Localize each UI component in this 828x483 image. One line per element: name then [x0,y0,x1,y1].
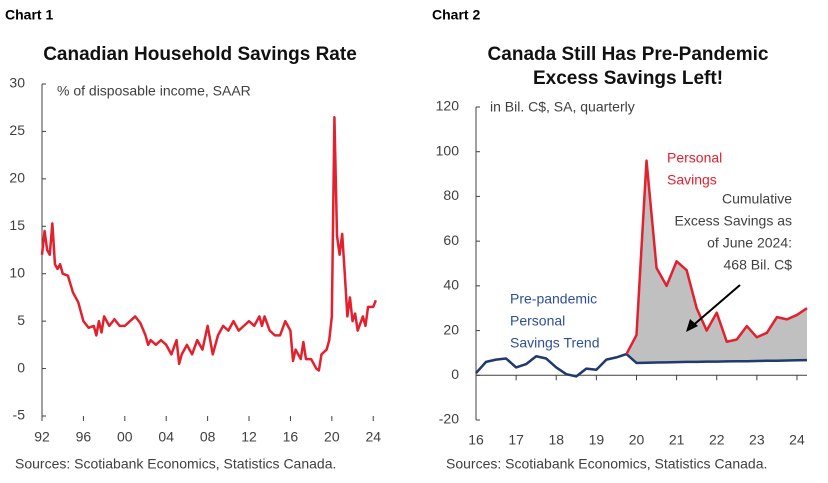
y-tick-label: 20 [9,170,25,186]
series-line [40,115,377,372]
x-tick-label: 23 [749,432,765,448]
x-tick-label: 08 [200,429,216,445]
annotation: 468 Bil. C$ [724,257,793,273]
y-tick-label: 15 [9,217,25,233]
annotation: Savings [667,172,717,188]
y-tick-label: 80 [443,187,459,203]
x-tick-label: 21 [669,432,685,448]
subtitle: % of disposable income, SAAR [57,83,251,99]
x-tick-label: 92 [34,429,50,445]
x-tick-label: 19 [589,432,605,448]
x-tick-label: 16 [283,429,299,445]
chart-title: Canada Still Has Pre-Pandemic [488,44,769,65]
x-tick-label: 20 [629,432,645,448]
source: Sources: Scotiabank Economics, Statistic… [446,456,767,472]
x-tick-label: 00 [117,429,133,445]
annotation: Personal [510,313,565,329]
arrow [689,284,741,329]
chart-label: Chart 2 [432,7,480,23]
source: Sources: Scotiabank Economics, Statistic… [15,456,336,472]
series-line [625,159,808,355]
arrow-head [686,319,698,332]
excess-area [626,160,807,363]
y-tick-label: -20 [439,411,459,427]
x-tick-label: 22 [709,432,725,448]
x-tick-label: 20 [324,429,340,445]
x-tick-label: 12 [241,429,257,445]
y-tick-label: 120 [436,98,460,114]
annotation: Pre-pandemic [510,291,597,307]
y-tick-label: 0 [451,366,459,382]
y-tick-label: 5 [17,312,25,328]
chart-title: Canadian Household Savings Rate [43,44,357,65]
series-line [475,352,808,378]
x-tick-label: 24 [789,432,805,448]
annotation: Savings Trend [510,335,600,351]
y-tick-label: 20 [443,321,459,337]
y-tick-label: 100 [436,142,460,158]
subtitle: in Bil. C$, SA, quarterly [490,99,635,115]
x-tick-label: 04 [158,429,174,445]
x-tick-label: 18 [548,432,564,448]
annotation: Cumulative [722,191,792,207]
annotation: Excess Savings as [675,213,793,229]
y-tick-label: 30 [9,75,25,91]
chart-label: Chart 1 [5,7,53,23]
x-tick-label: 16 [468,432,484,448]
y-tick-label: -5 [13,407,26,423]
x-tick-label: 24 [365,429,381,445]
annotation: Personal [667,150,722,166]
y-tick-label: 25 [9,122,25,138]
x-tick-label: 96 [76,429,92,445]
y-tick-label: 40 [443,277,459,293]
chart-title: Excess Savings Left! [533,68,723,89]
y-tick-label: 0 [17,359,25,375]
y-tick-label: 60 [443,232,459,248]
x-tick-label: 17 [508,432,524,448]
annotation: of June 2024: [707,235,792,251]
y-tick-label: 10 [9,264,25,280]
